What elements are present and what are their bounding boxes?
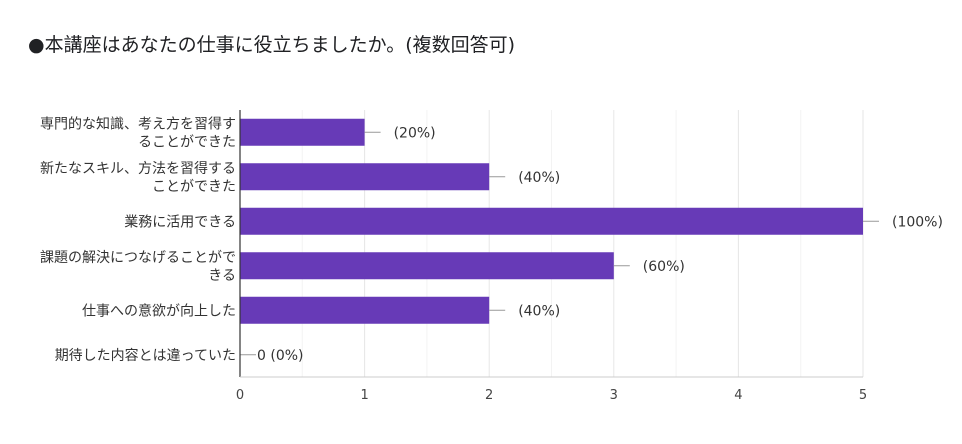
x-tick-label-5: 5 xyxy=(859,388,867,403)
bar-3 xyxy=(240,252,614,280)
category-label-5: 期待した内容とは違っていた xyxy=(55,347,236,364)
data-label-5: 0 (0%) xyxy=(257,348,304,364)
category-label-3: きる xyxy=(208,268,236,284)
chart-title: ●本講座はあなたの仕事に役立ちましたか。(複数回答可) xyxy=(28,34,516,56)
data-label-1: (40%) xyxy=(518,170,560,186)
x-tick-label-1: 1 xyxy=(360,388,368,403)
data-label-0: (20%) xyxy=(394,125,436,141)
data-label-2: (100%) xyxy=(892,214,943,230)
data-label-3: (60%) xyxy=(643,259,685,275)
bar-4 xyxy=(240,296,490,324)
category-label-3: 課題の解決につなげることがで xyxy=(40,250,236,266)
category-label-0: ることができた xyxy=(138,134,236,150)
x-tick-label-4: 4 xyxy=(734,388,742,403)
category-label-1: 新たなスキル、方法を習得する xyxy=(40,160,236,177)
bar-2 xyxy=(240,207,863,235)
category-label-4: 仕事への意欲が向上した xyxy=(82,302,236,319)
data-label-4: (40%) xyxy=(518,303,560,319)
category-label-0: 専門的な知識、考え方を習得す xyxy=(40,115,236,132)
category-label-2: 業務に活用できる xyxy=(124,214,236,230)
x-tick-label-0: 0 xyxy=(236,388,244,403)
x-tick-label-3: 3 xyxy=(610,388,618,403)
category-label-1: ことができた xyxy=(152,179,236,195)
bar-1 xyxy=(240,163,490,191)
x-tick-label-2: 2 xyxy=(485,388,493,403)
bar-0 xyxy=(240,118,365,146)
